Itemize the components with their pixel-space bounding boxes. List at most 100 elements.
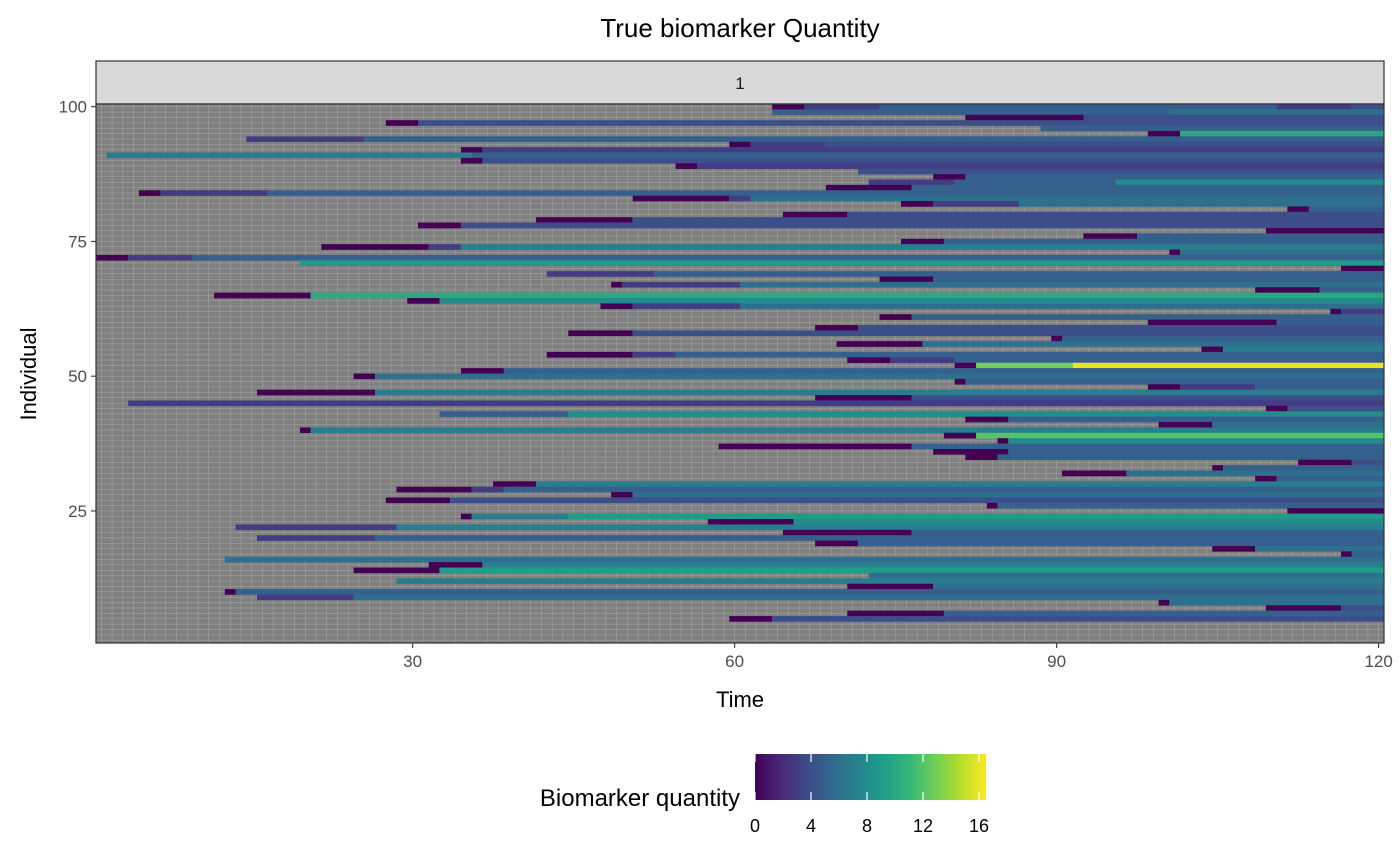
biomarker-tile: [997, 438, 1009, 444]
y-axis: 25 50 75 100: [59, 98, 96, 521]
biomarker-tile: [1126, 470, 1384, 477]
biomarker-tile: [718, 443, 912, 450]
biomarker-tile: [740, 303, 1384, 310]
biomarker-tile: [1212, 465, 1223, 471]
biomarker-tile: [257, 389, 376, 396]
biomarker-tile: [439, 298, 1385, 304]
biomarker-tile: [493, 481, 537, 487]
biomarker-tile: [1008, 416, 1384, 423]
biomarker-tile: [460, 244, 1384, 250]
biomarker-tile: [418, 120, 1384, 126]
biomarker-tile: [1223, 465, 1384, 471]
biomarker-tile: [675, 351, 1384, 358]
biomarker-tile: [815, 540, 859, 547]
biomarker-tile: [825, 141, 1384, 148]
biomarker-tile: [310, 427, 1384, 434]
biomarker-tile: [847, 211, 1384, 218]
biomarker-tile: [793, 519, 1384, 525]
x-tick-label: 30: [403, 652, 422, 671]
biomarker-tile: [1341, 605, 1384, 611]
biomarker-tile: [997, 502, 1384, 509]
biomarker-tile: [1287, 206, 1309, 213]
biomarker-tile: [922, 341, 1384, 347]
biomarker-tile: [997, 454, 1384, 461]
biomarker-tile: [1169, 249, 1181, 256]
x-axis-label: Time: [716, 687, 764, 712]
biomarker-tile: [568, 330, 633, 337]
biomarker-tile: [1180, 130, 1384, 137]
biomarker-tile: [428, 244, 461, 250]
biomarker-tile: [1180, 384, 1256, 390]
panel-border: [95, 103, 1385, 644]
biomarker-tile: [611, 492, 633, 498]
biomarker-tile: [353, 567, 440, 574]
biomarker-tile: [632, 195, 730, 202]
biomarker-tile: [675, 163, 698, 169]
biomarker-tile: [1180, 249, 1384, 256]
biomarker-tile: [782, 529, 912, 536]
biomarker-tile: [299, 260, 1385, 266]
biomarker-tile: [611, 281, 622, 288]
biomarker-tile: [815, 324, 859, 331]
biomarker-tile: [965, 416, 1009, 423]
biomarker-tile: [911, 443, 1384, 450]
biomarker-tile: [214, 292, 311, 299]
biomarker-tile: [1072, 362, 1384, 369]
biomarker-tile: [911, 314, 1384, 320]
biomarker-tile: [418, 222, 461, 229]
colorbar-tick-label: 16: [969, 816, 989, 836]
biomarker-tile: [1276, 319, 1384, 326]
biomarker-tile: [375, 389, 1384, 396]
biomarker-tile: [847, 583, 934, 590]
biomarker-tile: [1008, 448, 1384, 455]
colorbar-tick-label: 8: [862, 816, 872, 836]
biomarker-tile: [364, 136, 1385, 143]
biomarker-tile: [911, 184, 1384, 191]
colorbar-tick-label: 4: [806, 816, 816, 836]
biomarker-tile: [965, 114, 1084, 121]
y-tick-label: 100: [59, 98, 87, 117]
biomarker-tile: [460, 368, 504, 374]
biomarker-tile: [1147, 319, 1277, 326]
biomarker-tile: [1040, 125, 1384, 132]
biomarker-tile: [1276, 475, 1384, 482]
plot-panel: [95, 103, 1385, 644]
biomarker-tile: [965, 378, 1384, 385]
biomarker-tile: [106, 152, 472, 159]
biomarker-tile: [1158, 599, 1170, 606]
biomarker-tile: [654, 271, 1384, 277]
biomarker-tile: [1330, 308, 1342, 315]
biomarker-tile: [1265, 405, 1288, 412]
colorbar-ticks: 0 4 8 12 16: [750, 754, 989, 836]
biomarker-tile: [879, 104, 1277, 110]
biomarker-tile: [1169, 109, 1384, 116]
biomarker-tile: [632, 217, 1384, 223]
biomarker-tile: [192, 254, 1385, 261]
biomarker-tile: [396, 524, 1384, 531]
biomarker-tile: [772, 109, 1170, 116]
biomarker-tile: [299, 427, 311, 434]
legend-title: Biomarker quantity: [540, 785, 740, 812]
biomarker-tile: [536, 481, 1384, 487]
biomarker-tile: [1276, 104, 1352, 110]
biomarker-tile: [235, 524, 397, 531]
biomarker-tile: [375, 535, 1384, 541]
biomarker-tile: [1255, 384, 1384, 390]
biomarker-tile: [879, 276, 934, 283]
biomarker-tile: [353, 373, 376, 380]
biomarker-tile: [901, 238, 944, 245]
biomarker-tile: [933, 201, 1020, 207]
biomarker-tile: [546, 271, 655, 277]
biomarker-tile: [707, 519, 794, 525]
biomarker-tile: [1255, 545, 1384, 552]
biomarker-tile: [471, 152, 1384, 159]
biomarker-tile: [954, 362, 977, 369]
biomarker-tile: [1083, 114, 1384, 121]
biomarker-tile: [911, 395, 1384, 401]
biomarker-tile: [933, 276, 1384, 283]
biomarker-tile: [890, 357, 955, 364]
biomarker-tile: [235, 589, 1384, 595]
y-tick-label: 50: [68, 367, 87, 386]
biomarker-tile: [858, 324, 1384, 331]
biomarker-tile: [1008, 438, 1384, 444]
